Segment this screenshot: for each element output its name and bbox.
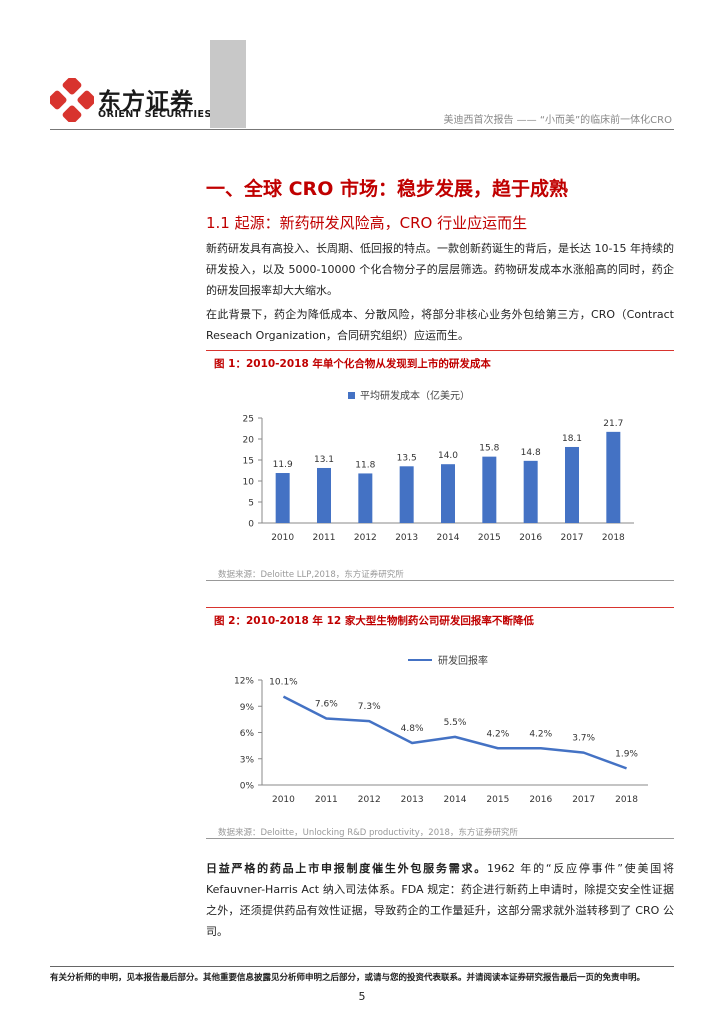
figure1-x-tick-label: 2013 [395, 533, 418, 543]
figure1-y-tick-label: 10 [243, 478, 255, 488]
header-divider [50, 129, 674, 130]
figure2-data-label: 10.1% [269, 678, 298, 688]
figure1-data-label: 13.1 [314, 455, 334, 465]
figure1-bar [482, 456, 497, 523]
figure2-y-tick-label: 6% [240, 729, 255, 739]
figure1-x-tick-label: 2014 [437, 533, 460, 543]
figure2-data-label: 4.8% [401, 724, 424, 734]
figure2-y-tick-label: 9% [240, 703, 255, 713]
figure2-x-tick-label: 2015 [486, 795, 509, 805]
figure2-series-line [282, 695, 627, 770]
figure2-bottom-rule [206, 838, 674, 839]
figure2-source: 数据来源：Deloitte，Unlocking R&D productivity… [218, 828, 518, 838]
page-number: 5 [358, 990, 366, 1003]
figure1-x-tick-label: 2010 [271, 533, 294, 543]
figure1-y-tick-label: 20 [243, 436, 255, 446]
figure1-top-rule [206, 350, 674, 351]
figure1-data-label: 21.7 [603, 419, 623, 429]
figure1-bar [441, 464, 455, 523]
figure1-svg: 平均研发成本（亿美元） 0 5 10 15 20 25 11.9 2010 13.1 2011 11… [243, 389, 634, 543]
figure1-data-label: 14.8 [521, 448, 541, 458]
header-decoration-bar [210, 40, 246, 128]
footer-divider [50, 966, 674, 967]
figure1-bar-chart: 平均研发成本（亿美元） 0 5 10 15 20 25 11.9 2010 13.1 2011 11… [206, 378, 674, 564]
figure2-y-tick-label: 0% [240, 782, 255, 792]
figure1-bar [399, 466, 414, 523]
figure1-y-tick-label: 25 [243, 415, 254, 425]
figure1-data-label: 13.5 [397, 453, 417, 463]
figure2-x-tick-label: 2017 [572, 795, 595, 805]
paragraph-intro: 新药研发具有高投入、长周期、低回报的特点。一款创新药诞生的背后，是长达 10-1… [206, 242, 674, 297]
figure2-x-tick-label: 2016 [529, 795, 552, 805]
figure2-y-tick-label: 12% [234, 677, 254, 687]
figure2-title: 图 2：2010-2018 年 12 家大型生物制药公司研发回报率不断降低 [214, 615, 534, 627]
logo-text-cn: 东方证券 [98, 89, 194, 115]
figure1-bar [523, 460, 538, 523]
footer-disclaimer: 有关分析师的申明，见本报告最后部分。其他重要信息披露见分析师申明之后部分，或请与… [50, 973, 646, 983]
figure1-legend-swatch [348, 392, 355, 399]
logo-text-en: ORIENT SECURITIES [98, 109, 212, 120]
orient-securities-logo-icon [50, 78, 94, 122]
figure2-line-chart: 研发回报率 0% 3% 6% 9% 12% 10.1% 2010 7.6% 2011 7.3% 20… [206, 640, 674, 812]
figure2-data-label: 5.5% [444, 718, 467, 728]
figure1-bar [358, 473, 373, 523]
paragraph-regulation-body: 1962 年的“反应停事件”使美国将 Kefauvner-Harris Act … [206, 862, 675, 938]
paragraph-background: 在此背景下，药企为降低成本、分散风险，将部分非核心业务外包给第三方，CRO（Co… [206, 308, 674, 342]
figure2-x-tick-label: 2010 [272, 795, 295, 805]
figure2-data-label: 7.6% [315, 700, 338, 710]
figure2-data-label: 1.9% [615, 749, 638, 759]
report-subtitle: 美迪西首次报告 —— “小而美”的临床前一体化CRO [443, 115, 672, 126]
figure2-x-tick-label: 2018 [615, 795, 638, 805]
figure1-y-tick-label: 15 [243, 457, 254, 467]
figure1-data-label: 11.8 [355, 460, 375, 470]
figure2-y-tick-label: 3% [240, 755, 255, 765]
figure1-data-label: 11.9 [273, 460, 293, 470]
figure1-x-tick-label: 2012 [354, 533, 377, 543]
section-title: 一、全球 CRO 市场：稳步发展，趋于成熟 [206, 178, 568, 200]
figure1-bar [317, 467, 331, 523]
figure1-x-tick-label: 2017 [561, 533, 584, 543]
figure2-data-label: 4.2% [486, 729, 509, 739]
figure1-bar [606, 431, 621, 523]
figure1-legend-label: 平均研发成本（亿美元） [360, 389, 470, 402]
figure1-x-tick-label: 2016 [519, 533, 542, 543]
figure1-bottom-rule [206, 580, 674, 581]
figure1-y-tick-label: 5 [248, 499, 254, 509]
figure2-data-label: 4.2% [529, 729, 552, 739]
figure2-x-tick-label: 2012 [358, 795, 381, 805]
figure1-title: 图 1：2010-2018 年单个化合物从发现到上市的研发成本 [214, 358, 491, 370]
figure1-x-tick-label: 2018 [602, 533, 625, 543]
paragraph-regulation: 日益严格的药品上市申报制度催生外包服务需求。1962 年的“反应停事件”使美国将… [206, 858, 674, 942]
figure2-svg: 研发回报率 0% 3% 6% 9% 12% 10.1% 2010 7.6% 2011 7.3% 20… [234, 654, 648, 805]
subsection-title: 1.1 起源：新药研发风险高，CRO 行业应运而生 [206, 214, 528, 232]
figure2-x-tick-label: 2011 [315, 795, 338, 805]
figure2-data-label: 3.7% [572, 734, 595, 744]
figure1-data-label: 18.1 [562, 434, 582, 444]
figure1-bar [275, 473, 290, 523]
figure1-data-label: 15.8 [479, 444, 499, 454]
figure2-x-tick-label: 2014 [444, 795, 467, 805]
figure2-x-tick-label: 2013 [401, 795, 424, 805]
figure1-bar [565, 446, 579, 523]
figure1-data-label: 14.0 [438, 451, 458, 461]
figure2-top-rule [206, 607, 674, 608]
figure1-x-tick-label: 2011 [313, 533, 336, 543]
paragraph-regulation-lead: 日益严格的药品上市申报制度催生外包服务需求。 [206, 862, 488, 875]
figure1-y-tick-label: 0 [248, 520, 254, 530]
figure2-legend-label: 研发回报率 [438, 654, 488, 667]
figure1-source: 数据来源：Deloitte LLP,2018，东方证券研究所 [218, 570, 404, 580]
figure2-data-label: 7.3% [358, 702, 381, 712]
figure1-x-tick-label: 2015 [478, 533, 501, 543]
